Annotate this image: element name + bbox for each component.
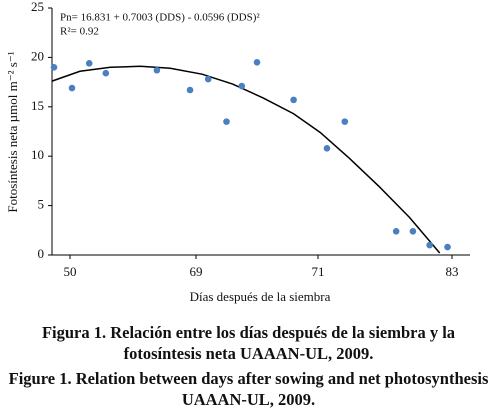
chart: Pn= 16.831 + 0.7003 (DDS) - 0.0596 (DDS)… bbox=[5, 0, 470, 304]
point bbox=[85, 60, 93, 67]
point bbox=[50, 63, 58, 71]
point bbox=[290, 96, 297, 104]
x-tick-label: 69 bbox=[190, 264, 203, 279]
point bbox=[392, 227, 400, 235]
point bbox=[444, 243, 451, 251]
point bbox=[102, 69, 110, 77]
y-tick-label: 25 bbox=[31, 0, 44, 14]
point bbox=[223, 118, 230, 125]
y-tick-label: 0 bbox=[38, 246, 45, 261]
y-tick-label: 20 bbox=[31, 48, 44, 63]
x-axis-label: Días después de la siembra bbox=[190, 289, 331, 304]
y-tick-label: 10 bbox=[31, 147, 44, 162]
point bbox=[68, 84, 76, 92]
r-squared: R²= 0.92 bbox=[60, 26, 99, 38]
point bbox=[204, 75, 212, 83]
y-tick-label: 5 bbox=[38, 197, 45, 212]
point bbox=[323, 144, 331, 152]
point bbox=[186, 86, 194, 94]
point bbox=[253, 59, 261, 66]
point bbox=[426, 241, 433, 249]
caption-es: Figura 1. Relación entre los días despué… bbox=[41, 323, 456, 363]
point bbox=[238, 82, 246, 90]
fit-curve bbox=[51, 65, 441, 254]
equation: Pn= 16.831 + 0.7003 (DDS) - 0.0596 (DDS)… bbox=[60, 12, 260, 24]
x-tick-label: 71 bbox=[312, 264, 325, 279]
x-tick-label: 50 bbox=[64, 264, 77, 279]
y-tick-label: 15 bbox=[31, 98, 44, 113]
caption-en: Figure 1. Relation between days after so… bbox=[8, 369, 489, 409]
point bbox=[153, 66, 161, 74]
point bbox=[341, 118, 349, 125]
x-tick-label: 83 bbox=[446, 264, 459, 279]
point bbox=[409, 227, 417, 235]
y-axis-label: Fotosíntesis neta µmol m⁻² s⁻¹ bbox=[5, 51, 20, 212]
